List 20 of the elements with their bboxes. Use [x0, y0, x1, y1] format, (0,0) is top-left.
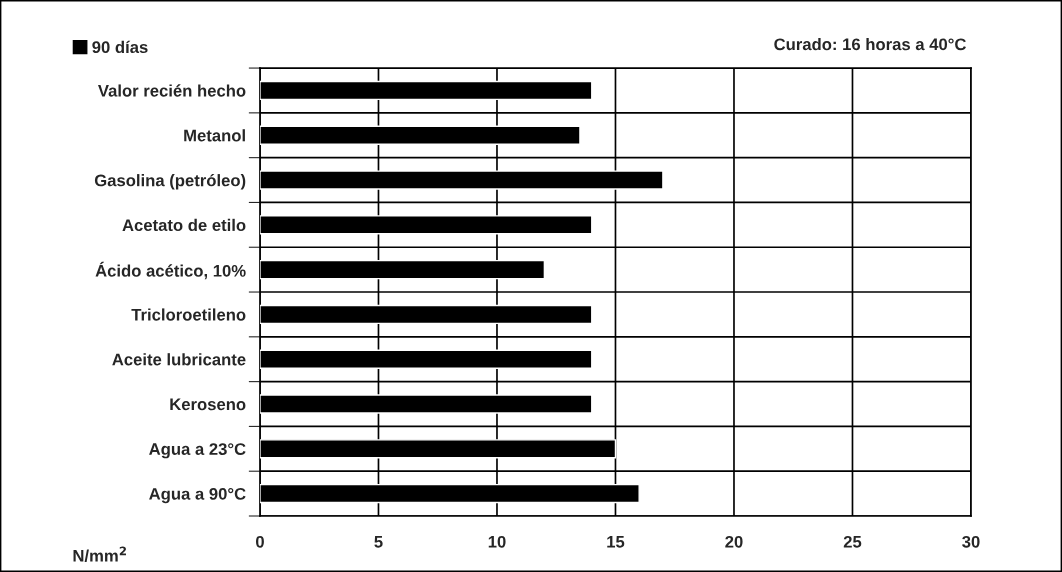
- x-tick-label: 25: [843, 535, 862, 548]
- y-tick-label: Metanol: [184, 129, 245, 142]
- x-axis-title: N/mm$^{2}$: [73, 546, 126, 562]
- y-tick-label: Ácido acético, 10%: [95, 261, 246, 280]
- y-tick-label: Valor recién hecho: [98, 84, 246, 97]
- x-tick-label: 20: [725, 535, 743, 548]
- y-tick-label: Aceite lubricante: [112, 353, 246, 366]
- x-tick-label: 5: [374, 536, 383, 548]
- x-tick-label: 0: [256, 535, 264, 548]
- y-tick-label: Tricloroetileno: [131, 308, 246, 321]
- x-tick-label: 15: [607, 536, 625, 548]
- legend-label: 90 días: [92, 40, 148, 54]
- x-tick-label: 30: [962, 535, 980, 548]
- y-tick-label: Acetato de etilo: [122, 218, 246, 232]
- y-tick-label: Agua a 90°C: [149, 487, 246, 504]
- y-tick-label: Gasolina (petróleo): [94, 173, 246, 190]
- y-tick-label: Keroseno: [170, 398, 246, 411]
- x-tick-label: 10: [488, 535, 506, 548]
- text: Curado: 16 horas a 40°C: [774, 37, 966, 51]
- y-tick-label: Agua a 23°C: [149, 443, 246, 459]
